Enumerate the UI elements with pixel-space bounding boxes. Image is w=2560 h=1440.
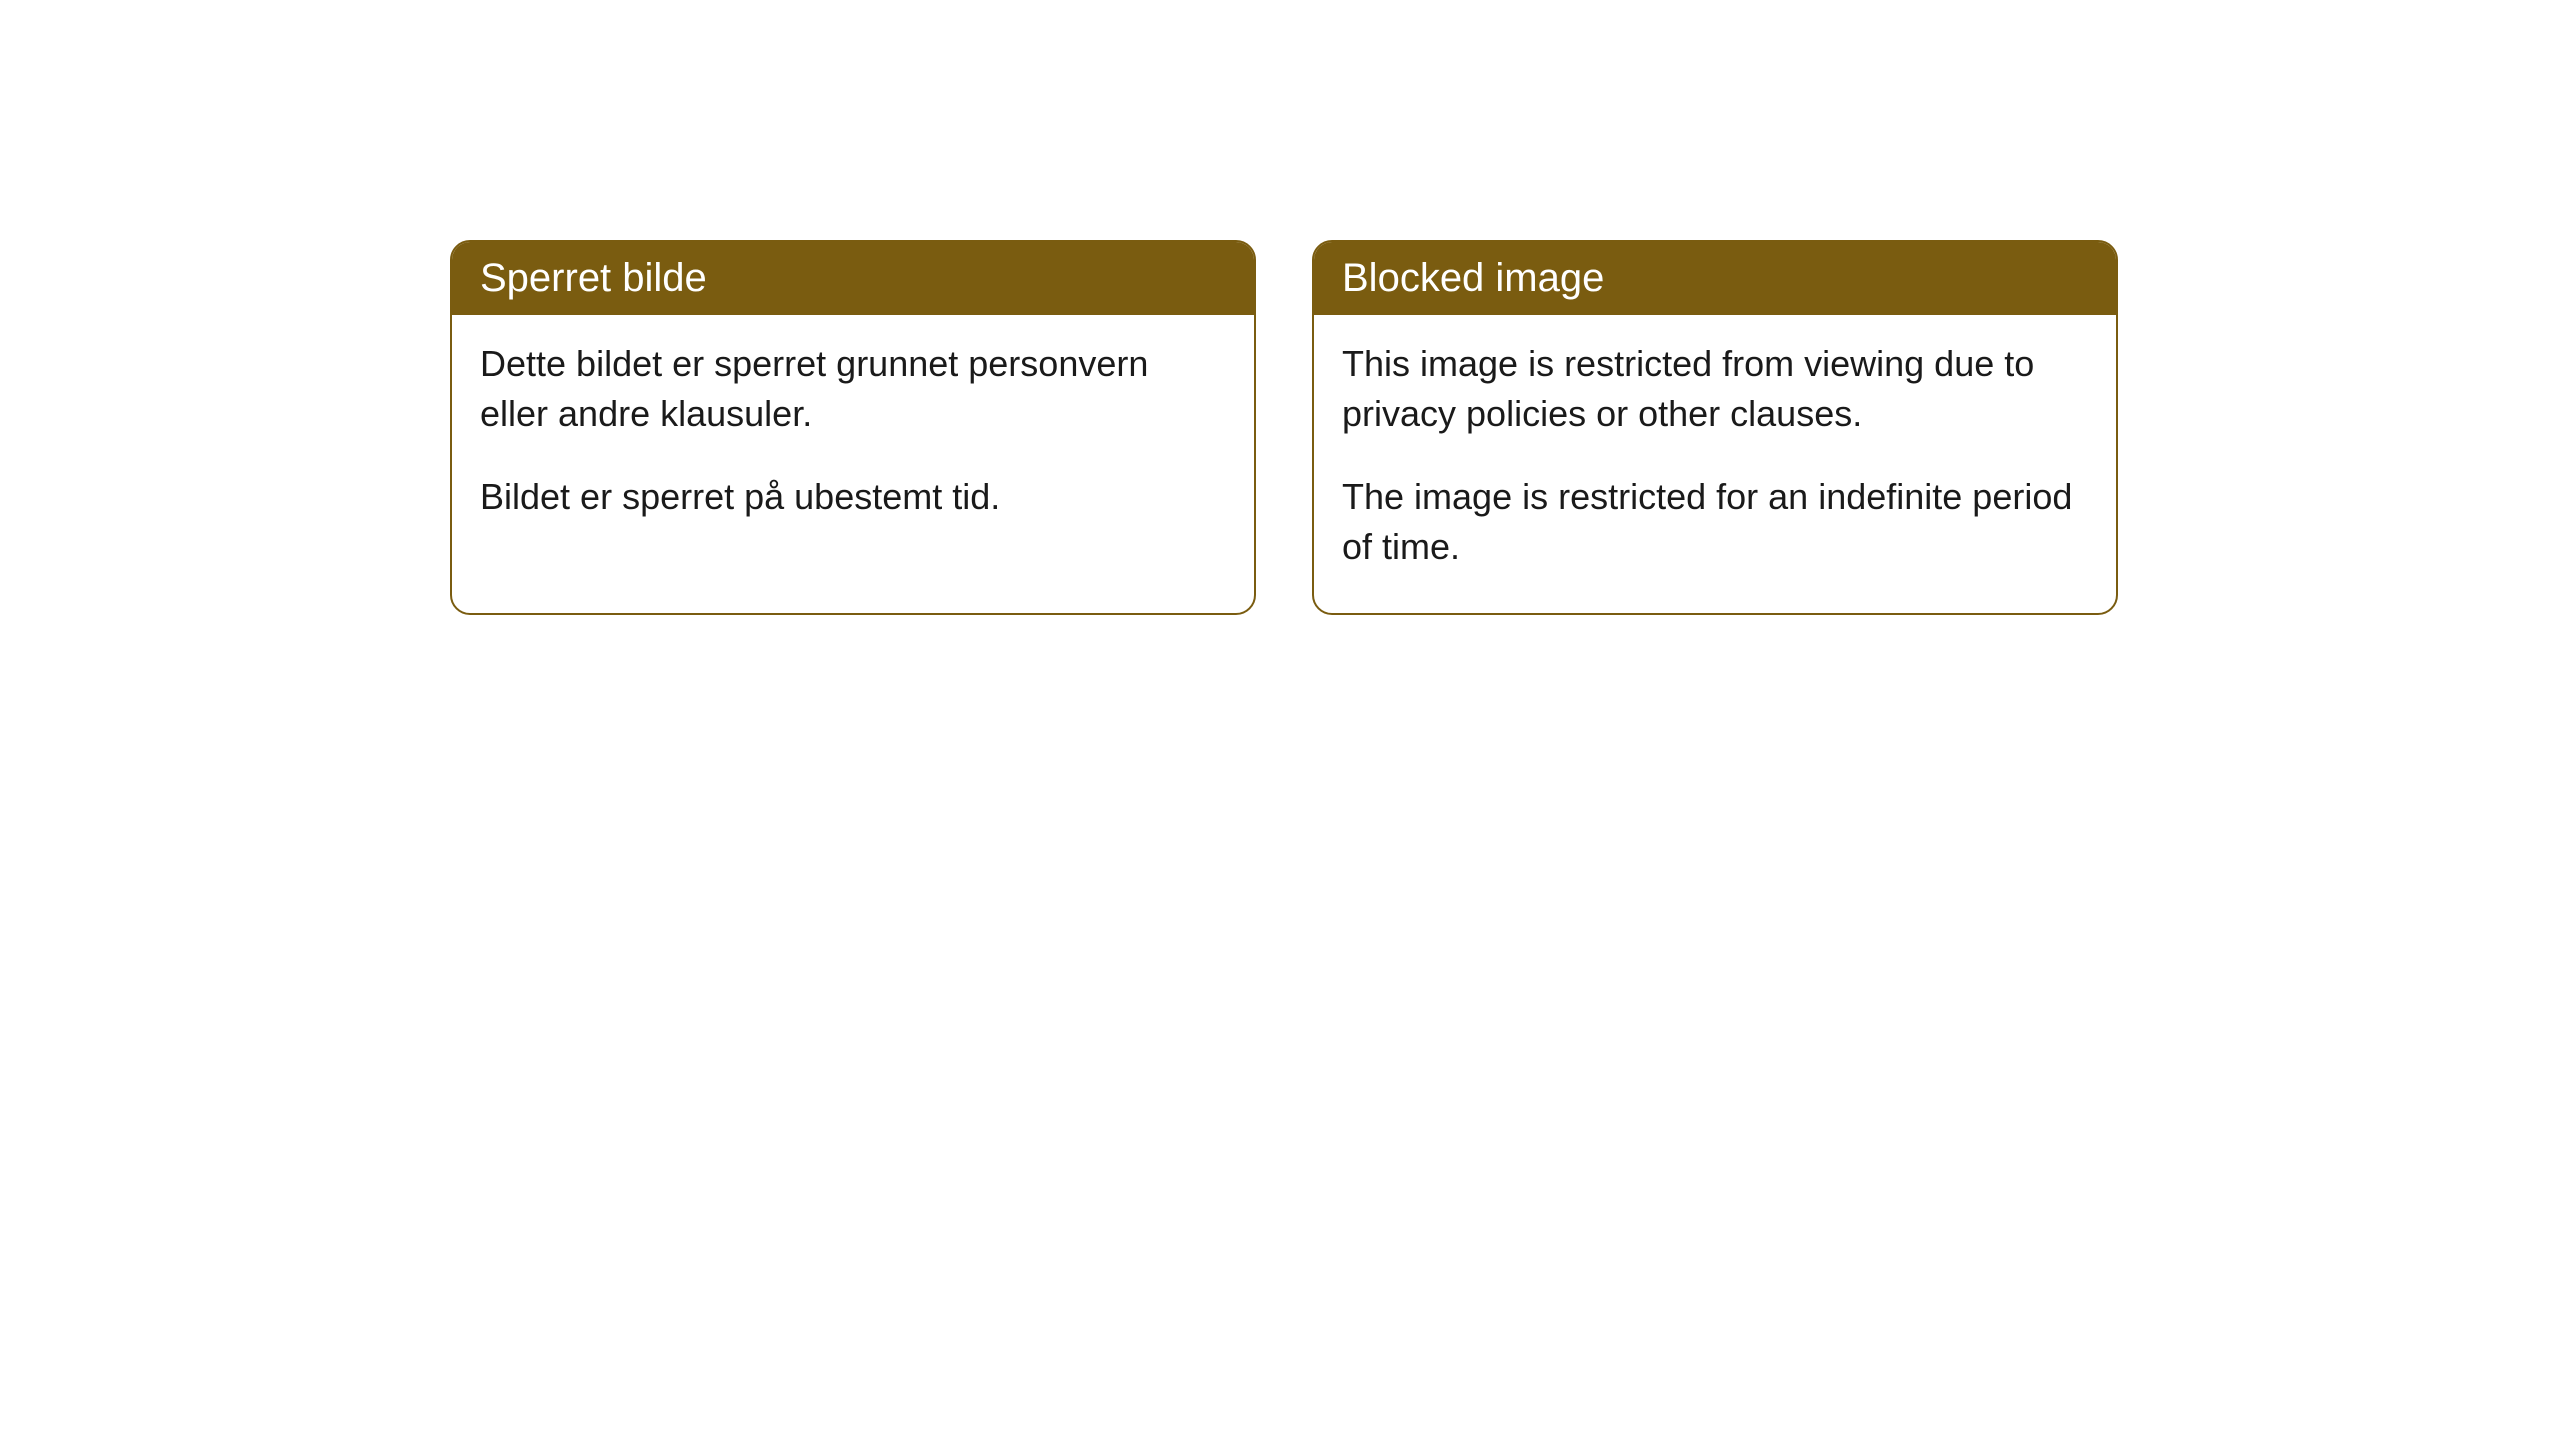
card-message-1: Dette bildet er sperret grunnet personve…: [480, 339, 1226, 440]
card-message-2: Bildet er sperret på ubestemt tid.: [480, 472, 1226, 522]
card-body-english: This image is restricted from viewing du…: [1314, 315, 2116, 613]
card-message-2: The image is restricted for an indefinit…: [1342, 472, 2088, 573]
card-title: Blocked image: [1342, 256, 1604, 300]
blocked-image-card-english: Blocked image This image is restricted f…: [1312, 240, 2118, 615]
card-body-norwegian: Dette bildet er sperret grunnet personve…: [452, 315, 1254, 562]
card-title: Sperret bilde: [480, 256, 707, 300]
blocked-image-card-norwegian: Sperret bilde Dette bildet er sperret gr…: [450, 240, 1256, 615]
card-message-1: This image is restricted from viewing du…: [1342, 339, 2088, 440]
card-header-norwegian: Sperret bilde: [452, 242, 1254, 315]
card-header-english: Blocked image: [1314, 242, 2116, 315]
notification-cards-container: Sperret bilde Dette bildet er sperret gr…: [450, 240, 2118, 615]
